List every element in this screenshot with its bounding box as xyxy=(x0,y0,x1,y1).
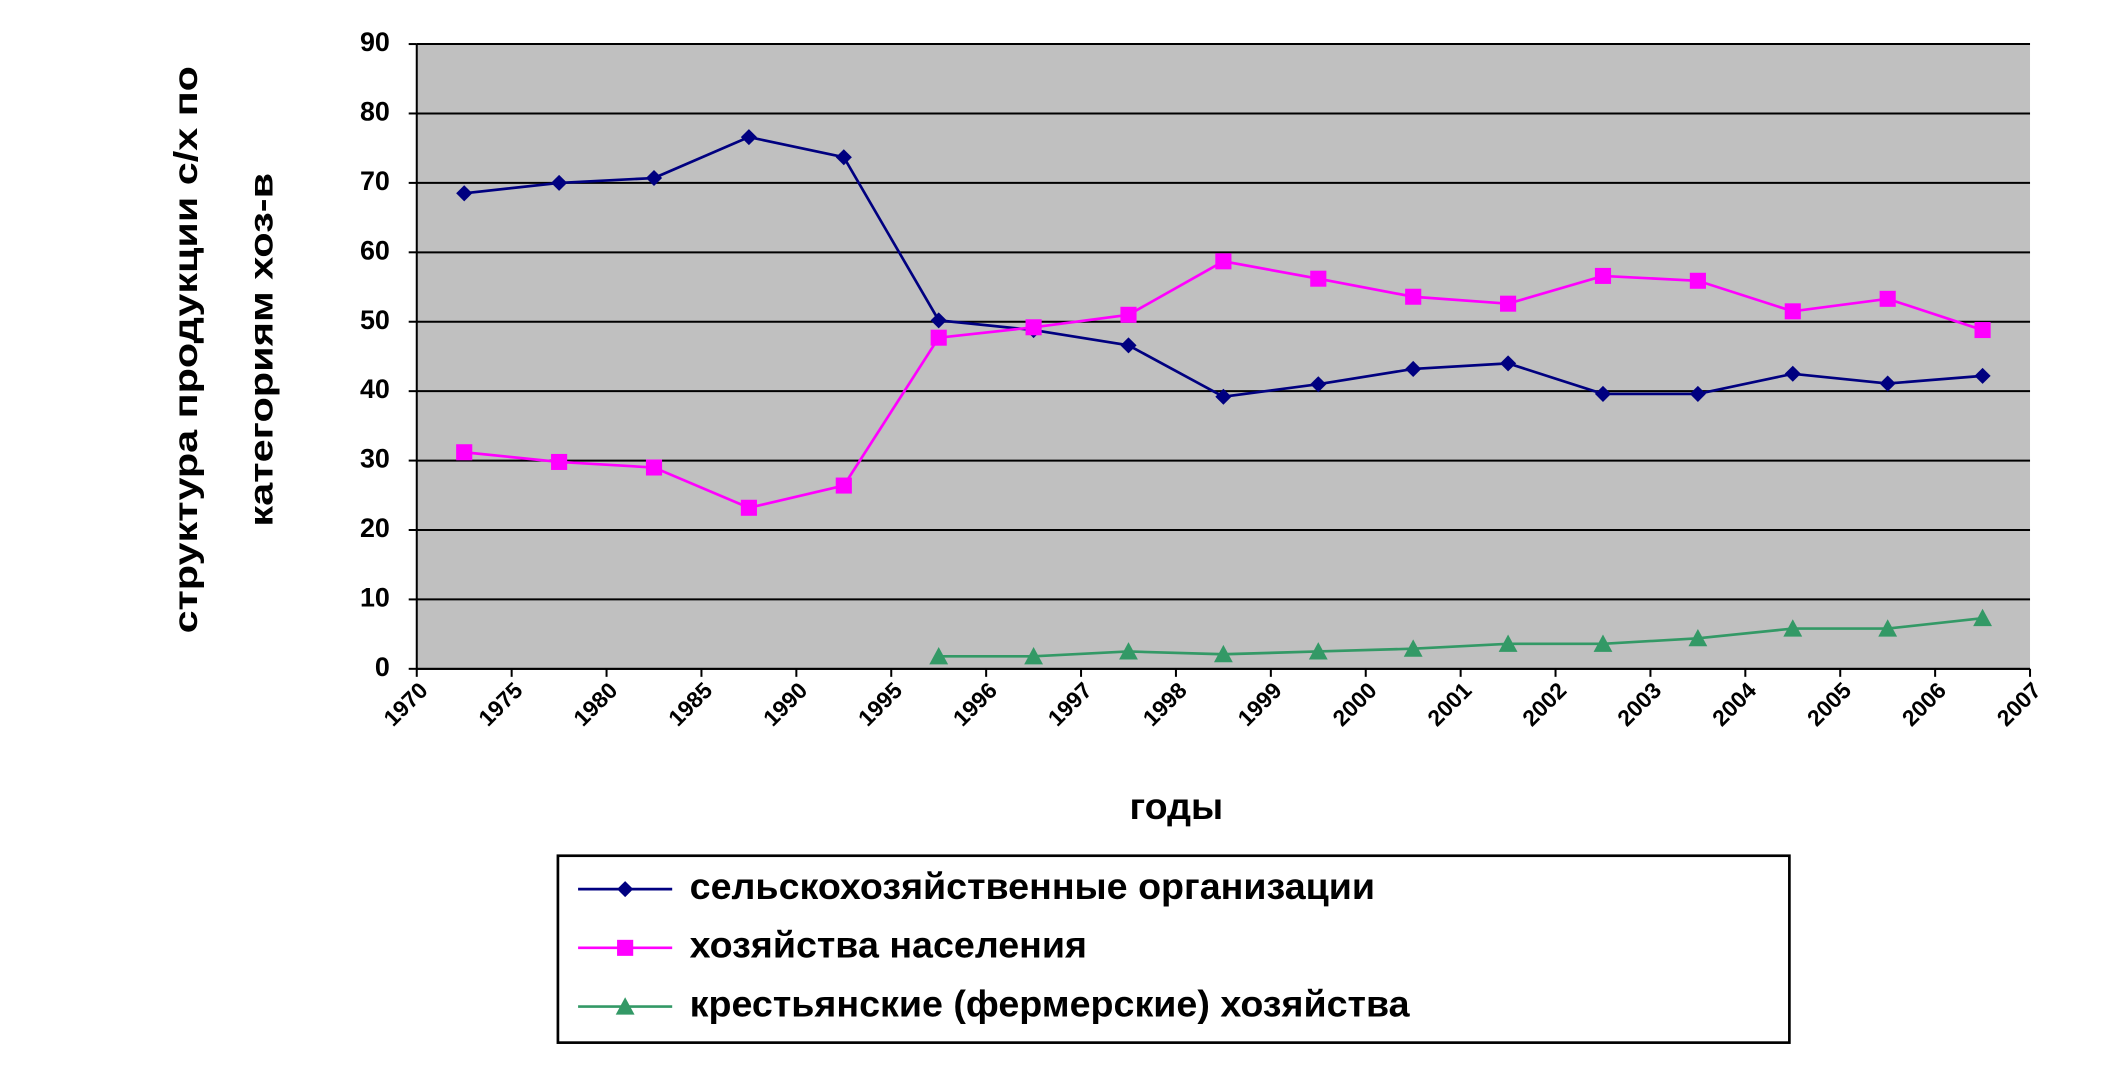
y-tick-label: 60 xyxy=(360,235,390,265)
legend-label: крестьянские (фермерские) хозяйства xyxy=(690,983,1411,1025)
x-tick-label: 1996 xyxy=(948,677,1002,731)
point xyxy=(645,459,663,476)
point xyxy=(1594,385,1612,402)
point xyxy=(1024,646,1044,665)
point xyxy=(1025,319,1042,336)
point xyxy=(1120,306,1137,323)
point xyxy=(1308,642,1328,660)
point xyxy=(456,185,473,202)
point xyxy=(1593,634,1613,652)
point xyxy=(1689,385,1706,402)
x-tick-label: 1998 xyxy=(1137,677,1191,731)
legend-label: сельскохозяйственные организации xyxy=(690,865,1375,907)
x-tick-label: 2000 xyxy=(1327,677,1381,731)
x-tick-label: 2001 xyxy=(1422,677,1477,731)
legend-marker xyxy=(615,997,635,1015)
y-tick-label: 20 xyxy=(360,513,390,543)
point xyxy=(1974,322,1991,339)
y-tick-label: 90 xyxy=(360,27,390,57)
point xyxy=(1879,375,1896,392)
y-tick-label: 10 xyxy=(360,583,390,613)
x-axis-title: годы xyxy=(1129,785,1223,827)
point xyxy=(1500,355,1517,372)
x-tick-label: 2006 xyxy=(1897,677,1951,731)
point xyxy=(1688,628,1708,647)
x-tick-label: 1997 xyxy=(1043,677,1097,731)
x-tick-label: 1980 xyxy=(568,677,622,731)
legend xyxy=(556,854,1791,1044)
point xyxy=(1973,608,1992,627)
plot-area xyxy=(416,44,2031,669)
point xyxy=(1310,270,1327,287)
point xyxy=(1213,644,1233,663)
point xyxy=(551,453,568,470)
series-line xyxy=(938,616,1983,658)
point xyxy=(1784,365,1801,382)
y-tick-label: 0 xyxy=(375,652,390,682)
point xyxy=(1879,290,1896,307)
point xyxy=(1403,639,1423,657)
legend-marker xyxy=(617,939,634,956)
point xyxy=(1878,619,1898,637)
point xyxy=(1215,253,1232,270)
point xyxy=(740,499,757,516)
point xyxy=(1310,376,1327,393)
x-tick-label: 2002 xyxy=(1517,677,1571,731)
point xyxy=(929,646,949,665)
x-tick-label: 1999 xyxy=(1232,677,1286,731)
x-tick-label: 1990 xyxy=(758,677,812,731)
point xyxy=(1689,272,1706,289)
point xyxy=(930,329,947,346)
y-tick-label: 50 xyxy=(360,305,390,335)
y-tick-label: 40 xyxy=(360,374,390,404)
y-tick-label: 30 xyxy=(360,444,390,474)
point xyxy=(1784,303,1801,320)
point xyxy=(1594,267,1612,284)
point xyxy=(1500,295,1517,312)
point xyxy=(1405,360,1422,377)
x-tick-label: 2007 xyxy=(1992,677,2046,731)
point xyxy=(1974,367,1991,384)
point xyxy=(456,444,473,461)
point xyxy=(1405,288,1422,305)
point xyxy=(835,149,852,166)
legend-label: хозяйства населения xyxy=(690,924,1087,966)
point xyxy=(1498,634,1518,652)
x-tick-label: 1970 xyxy=(378,677,432,731)
point xyxy=(1119,642,1138,660)
x-tick-label: 1975 xyxy=(473,677,528,731)
y-tick-label: 80 xyxy=(360,97,390,127)
point xyxy=(835,477,852,494)
y-axis-title: структура продукции с/х по xyxy=(168,66,205,633)
x-tick-label: 1985 xyxy=(663,677,718,731)
y-axis-title: категориям хоз-в xyxy=(243,173,280,527)
point xyxy=(1783,619,1803,637)
x-tick-label: 1995 xyxy=(853,677,908,731)
y-tick-label: 70 xyxy=(360,166,390,196)
x-tick-label: 2005 xyxy=(1802,677,1857,731)
x-tick-label: 2004 xyxy=(1707,677,1762,731)
x-tick-label: 2003 xyxy=(1612,677,1666,731)
